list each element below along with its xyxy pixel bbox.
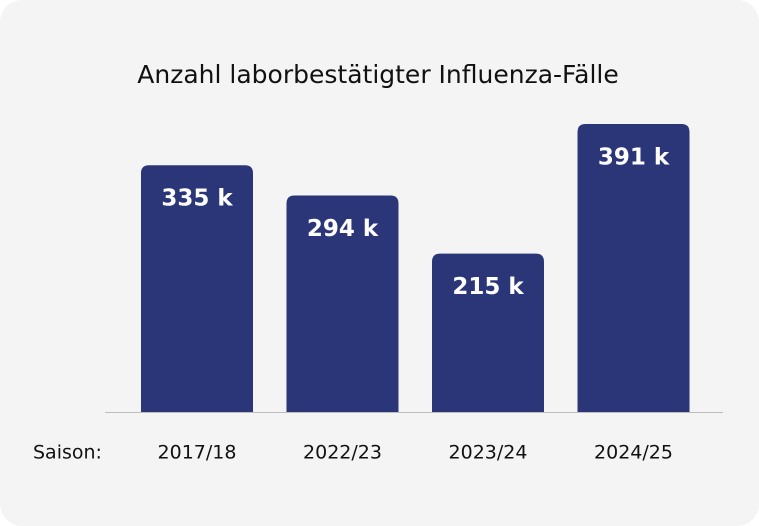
x-tick-label: 2023/24 [449,442,528,464]
bar [432,253,544,412]
x-axis-label: Saison: [33,442,102,464]
value-label: 335 k [161,186,233,212]
value-label: 391 k [598,144,670,170]
bar [141,165,253,412]
bar [286,195,399,412]
x-tick-label: 2024/25 [594,442,673,464]
x-tick-label: 2022/23 [303,442,382,464]
chart-title: Anzahl laborbestätigter Influenza-Fälle [137,60,618,89]
value-label: 215 k [452,274,524,300]
bar [577,123,690,412]
x-tick-label: 2017/18 [158,442,237,464]
value-label: 294 k [307,216,379,242]
